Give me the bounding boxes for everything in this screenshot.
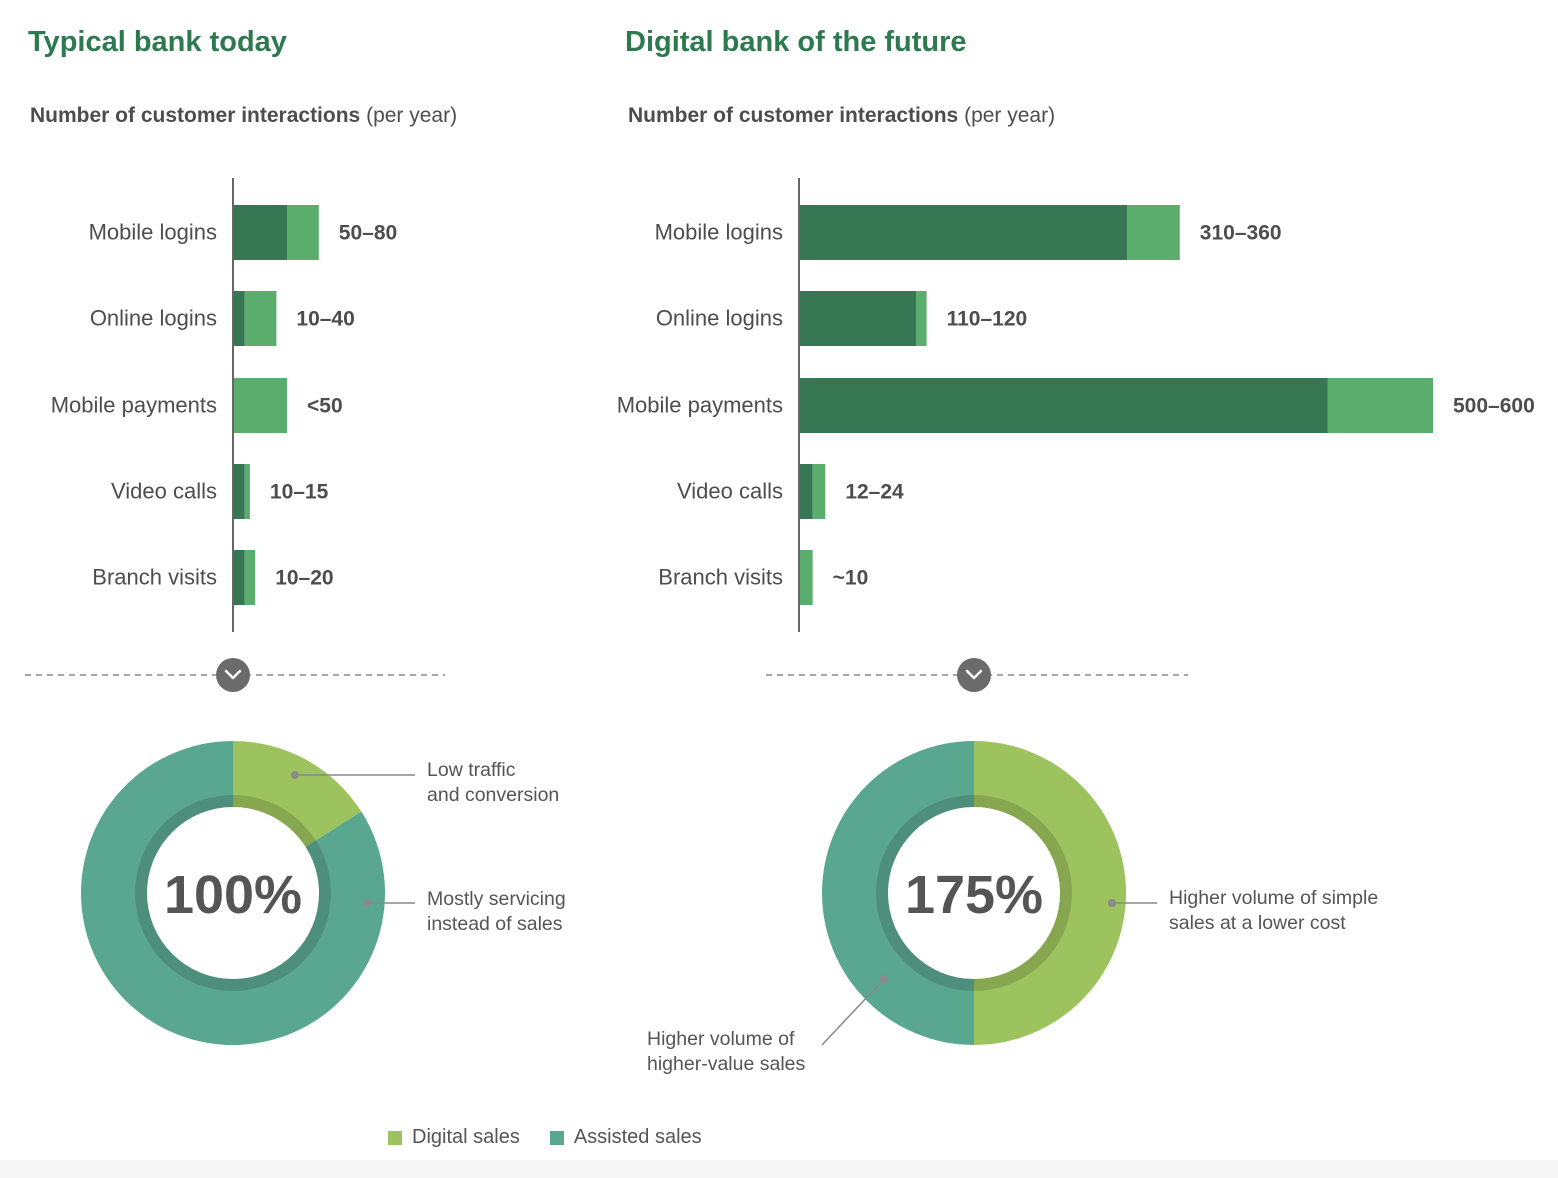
right-value-label-mobile-logins: 310–360 [1200,222,1282,245]
right-bar-chart: Mobile logins 310–360 Online logins 110–120… [617,178,1535,632]
right-annotation-line-2: higher-value sales [647,1053,806,1075]
legend-swatch-assisted [549,1130,564,1145]
left-donut-hole [147,807,319,979]
left-chevron-glyph [224,669,242,680]
right-donut-hole [888,807,1060,979]
bottom-strip [0,1160,1558,1178]
right-subtitle-main: Number of customer interactions [628,104,959,127]
right-bar-mobile-payments-seg2 [1327,378,1433,433]
right-bar-online-logins-seg1 [800,291,917,346]
legend-label-assisted: Assisted sales [573,1126,702,1148]
left-donut-inner-ring [135,795,331,991]
right-bar-mobile-payments-seg1 [800,378,1328,433]
left-bar-mobile-payments-seg2 [234,378,287,433]
left-subtitle-paren: (per year) [366,104,458,127]
right-chevron-down-icon [957,658,991,692]
legend-label-digital: Digital sales [412,1126,520,1148]
left-chevron-circle [216,658,250,692]
right-annotation-text: Higher volume of simple sales at a lower … [1169,887,1378,934]
right-category-label-video-calls: Video calls [677,479,783,504]
right-bar-video-calls-seg2 [812,464,826,519]
right-value-label-mobile-payments: 500–600 [1453,395,1535,418]
left-bar-online-logins-seg1 [234,291,245,346]
right-annotation-line-1: Higher volume of [647,1028,795,1050]
left-bar-online-logins-seg2 [244,291,277,346]
right-category-label-mobile-payments: Mobile payments [617,393,783,418]
right-annotation-line-1: Higher volume of simple [1169,887,1378,909]
right-category-label-branch-visits: Branch visits [658,565,783,590]
left-panel-title: Typical bank today [28,26,287,58]
left-annotation-assisted-sales: Mostly servicing instead of sales [363,888,566,935]
right-value-label-branch-visits: ~10 [833,567,869,590]
left-value-label-mobile-logins: 50–80 [339,222,397,245]
right-chevron-glyph [965,669,983,680]
legend: Digital sales Assisted sales [388,1126,732,1149]
left-bar-branch-visits-seg1 [234,550,245,605]
right-donut-chart: 175% Higher volume of simple sales at a lo… [647,741,1378,1075]
right-bar-mobile-logins-seg1 [800,205,1128,260]
right-annotation-dot [1108,899,1116,907]
right-bar-branch-visits-seg2 [800,550,813,605]
left-annotation-line-2: and conversion [427,784,559,806]
right-chart-subtitle: Number of customer interactions (per yea… [628,104,1055,128]
right-annotation-line-2: sales at a lower cost [1169,912,1346,934]
right-category-label-mobile-logins: Mobile logins [655,220,783,245]
right-panel-title: Digital bank of the future [625,26,967,58]
right-category-label-online-logins: Online logins [656,306,783,331]
right-subtitle-paren: (per year) [964,104,1056,127]
right-annotation-text: Higher volume of higher-value sales [647,1028,806,1075]
left-category-label-branch-visits: Branch visits [92,565,217,590]
legend-item-assisted-sales: Assisted sales [549,1126,702,1149]
left-annotation-digital-sales: Low traffic and conversion [291,759,559,806]
left-annotation-text: Mostly servicing instead of sales [427,888,566,935]
left-bar-video-calls-seg2 [244,464,250,519]
left-bar-mobile-logins-seg1 [234,205,287,260]
left-chevron-down-icon [216,658,250,692]
right-bar-video-calls-seg1 [800,464,813,519]
left-value-label-online-logins: 10–40 [296,308,354,331]
left-value-label-video-calls: 10–15 [270,481,329,504]
left-donut-chart: 100% Low traffic and conversion Mostly serv… [80,741,566,1045]
right-annotation-digital-sales: Higher volume of simple sales at a lower … [1108,887,1378,934]
right-donut-inner-ring [876,795,1072,991]
legend-item-digital-sales: Digital sales [388,1126,520,1149]
right-donut-center-label: 175% [905,865,1043,925]
left-annotation-dot [291,771,299,779]
right-annotation-assisted-sales: Higher volume of higher-value sales [647,975,888,1075]
left-annotation-line-1: Low traffic [427,759,516,781]
left-bar-video-calls-seg1 [234,464,245,519]
right-annotation-dot [880,975,888,983]
left-bar-branch-visits-seg2 [244,550,256,605]
right-annotation-leader [821,978,885,1046]
left-annotation-text: Low traffic and conversion [427,759,559,806]
legend-swatch-digital [388,1130,402,1145]
left-bar-mobile-logins-seg2 [287,205,319,260]
left-annotation-line-2: instead of sales [427,913,563,935]
right-value-label-video-calls: 12–24 [845,481,904,504]
left-chart-subtitle: Number of customer interactions (per yea… [30,104,457,128]
left-subtitle-main: Number of customer interactions [30,104,361,127]
left-category-label-online-logins: Online logins [90,306,217,331]
right-bar-online-logins-seg2 [916,291,927,346]
left-category-label-mobile-payments: Mobile payments [51,393,217,418]
left-value-label-mobile-payments: <50 [307,395,343,418]
right-value-label-online-logins: 110–120 [947,308,1028,331]
left-category-label-mobile-logins: Mobile logins [89,220,217,245]
left-annotation-line-1: Mostly servicing [427,888,566,910]
left-bar-chart: Mobile logins 50–80 Online logins 10–40 Mobi… [51,178,397,632]
left-donut-center-label: 100% [164,865,302,925]
left-annotation-dot [363,899,371,907]
left-value-label-branch-visits: 10–20 [275,567,333,590]
right-bar-mobile-logins-seg2 [1127,205,1180,260]
right-chevron-circle [957,658,991,692]
left-category-label-video-calls: Video calls [111,479,217,504]
